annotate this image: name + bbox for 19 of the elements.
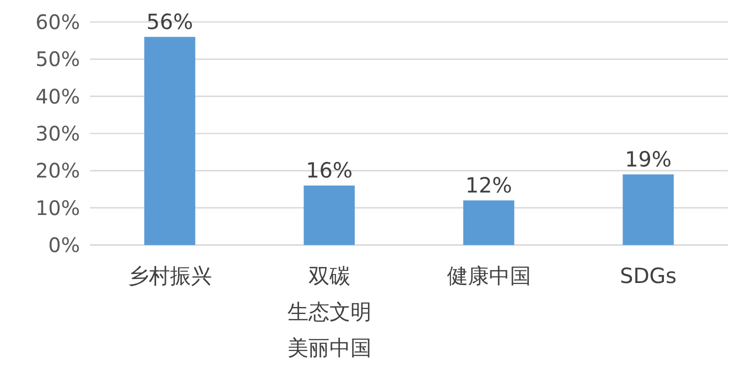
y-tick-label: 0% <box>48 233 80 257</box>
x-tick-label: SDGs <box>620 264 677 288</box>
data-label: 56% <box>146 10 194 34</box>
bar <box>144 36 196 245</box>
bar <box>622 174 674 245</box>
y-tick-label: 60% <box>36 10 80 34</box>
y-tick-label: 10% <box>36 196 80 220</box>
y-tick-label: 30% <box>36 122 80 146</box>
bar <box>304 186 355 245</box>
data-label: 19% <box>624 147 672 172</box>
x-tick-label: 乡村振兴 <box>128 264 212 288</box>
y-tick-label: 20% <box>36 158 80 183</box>
y-tick-label: 50% <box>36 47 80 72</box>
data-label: 12% <box>465 173 512 198</box>
y-tick-label: 40% <box>36 84 80 108</box>
data-label: 16% <box>306 158 353 183</box>
x-tick-label: 健康中国 <box>446 264 531 288</box>
bar <box>463 200 514 245</box>
x-tick-label: 双碳生态文明美丽中国 <box>287 264 372 360</box>
